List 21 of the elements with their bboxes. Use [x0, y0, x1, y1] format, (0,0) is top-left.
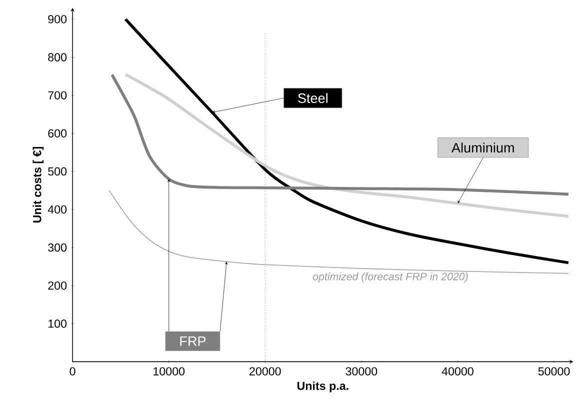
- y-tick-label: 500: [48, 167, 67, 176]
- y-tick-label: 400: [48, 205, 67, 214]
- x-tick-label: 10000: [154, 367, 185, 376]
- y-axis-title: Unit costs [ €]: [32, 146, 44, 222]
- y-tick-label: 200: [48, 281, 67, 290]
- x-tick-label: 20000: [250, 367, 281, 376]
- text: Aluminium: [452, 142, 514, 152]
- y-tick-label: 100: [48, 319, 67, 328]
- y-tick-label: 800: [48, 53, 67, 62]
- x-tick-label: 50000: [538, 367, 570, 376]
- text: Steel: [298, 92, 328, 103]
- y-tick-label: 700: [48, 91, 67, 100]
- x-tick-label: 0: [70, 367, 76, 376]
- y-tick-label: 900: [48, 15, 67, 24]
- x-tick-label: 40000: [442, 367, 474, 376]
- series-label: optimized (forecast FRP in 2020): [312, 272, 468, 282]
- x-tick-label: 30000: [346, 367, 378, 376]
- text: FRP: [180, 336, 206, 346]
- y-tick-label: 300: [48, 243, 67, 252]
- y-tick-label: 600: [48, 129, 67, 138]
- x-axis-title: Units p.a.: [297, 381, 348, 392]
